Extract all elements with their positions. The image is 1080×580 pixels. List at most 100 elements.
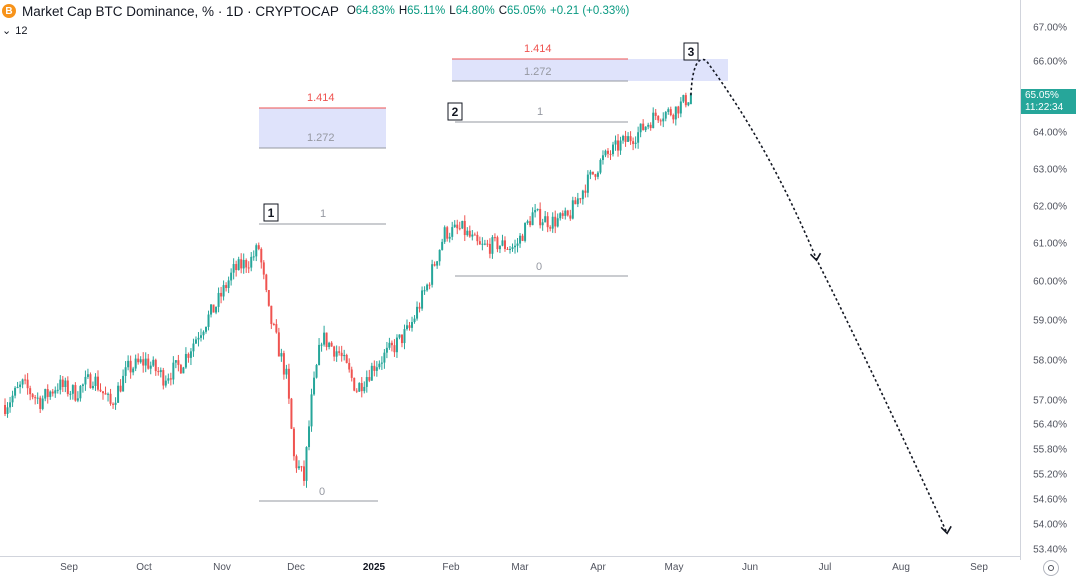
candle-body [24, 379, 27, 381]
projection-path[interactable] [690, 58, 948, 534]
wave-label-3-text: 3 [688, 45, 695, 59]
candle-body [679, 101, 682, 114]
candle-body [290, 398, 293, 429]
candle-body [220, 292, 223, 297]
candle-body [524, 222, 527, 241]
candle-body [215, 306, 218, 313]
candle-body [576, 198, 579, 205]
wave-label-2-text: 2 [452, 105, 459, 119]
candle-body [275, 324, 278, 333]
candle-body [647, 124, 650, 127]
indicator-count: 12 [15, 24, 28, 37]
candle-body [526, 221, 529, 223]
candle-body [689, 93, 692, 105]
chart-header: B Market Cap BTC Dominance, % · 1D · CRY… [0, 0, 629, 22]
symbol-title[interactable]: Market Cap BTC Dominance, % · 1D · CRYPT… [22, 3, 339, 19]
candle-body [491, 237, 494, 254]
price-axis[interactable]: 67.00%66.00%65.00%64.00%63.00%62.00%61.0… [1020, 0, 1080, 560]
candle-body [315, 365, 318, 378]
candle-body [144, 358, 147, 366]
candle-body [400, 334, 403, 344]
candle-body [634, 142, 637, 144]
candle-body [405, 325, 408, 330]
candle-body [546, 216, 549, 228]
candle-body [549, 227, 552, 229]
candle-body [514, 245, 517, 248]
candle-body [81, 384, 84, 387]
candle-body [154, 359, 157, 372]
candle-body [323, 332, 326, 345]
candle-body [49, 391, 52, 397]
candle-body [51, 391, 54, 394]
wave-label-1[interactable]: 1 [263, 203, 279, 222]
candle-body [320, 344, 323, 346]
fib-extension-second[interactable]: 1.414 1.272 1 0 [452, 43, 728, 277]
candle-body [642, 123, 645, 131]
candle-body [199, 335, 202, 338]
candle-body [212, 304, 215, 313]
price-chart[interactable]: 1.414 1.272 1 0 1.414 1.272 1 0 1 2 [0, 0, 1020, 556]
wave-label-2[interactable]: 2 [447, 102, 463, 121]
price-tick-label: 67.00% [1033, 22, 1067, 34]
candle-body [564, 210, 567, 216]
candle-body [84, 376, 87, 385]
candle-body [205, 326, 208, 332]
candle-body [207, 314, 210, 327]
time-tick-label: Aug [892, 562, 910, 573]
wave-label-1-text: 1 [268, 206, 275, 220]
candle-body [476, 234, 479, 242]
candle-body [388, 342, 391, 348]
current-price-value: 65.05% [1025, 90, 1059, 101]
candle-body [360, 383, 363, 392]
candle-body [302, 466, 305, 481]
candle-body [139, 359, 142, 363]
indicators-toggle[interactable]: ⌄ 12 [2, 24, 28, 38]
candle-body [493, 237, 496, 239]
candle-body [335, 351, 338, 357]
fib-label-1-first: 1 [320, 208, 326, 220]
candle-body [488, 243, 491, 254]
time-tick-label: Nov [213, 562, 231, 573]
candle-body [446, 227, 449, 239]
settings-gear-icon[interactable] [1043, 560, 1059, 576]
candle-body [368, 377, 371, 381]
candle-body [619, 140, 622, 151]
candle-body [662, 118, 665, 122]
candle-body [378, 363, 381, 368]
time-tick-label: Apr [590, 562, 606, 573]
candle-body [509, 248, 511, 250]
candle-body [677, 106, 680, 114]
time-tick-label: 2025 [362, 562, 386, 573]
fib-label-1414-second: 1.414 [524, 43, 552, 55]
candle-body [287, 368, 290, 399]
time-axis[interactable]: Sep Oct Nov Dec 2025 Feb Mar Apr May Jun Jul Aug Sep [0, 556, 1020, 580]
candle-body [591, 171, 594, 175]
time-tick-label: Feb [442, 562, 460, 573]
wave-label-3[interactable]: 3 [683, 42, 699, 61]
candle-body [260, 248, 263, 263]
candle-body [581, 190, 584, 200]
candle-body [41, 398, 44, 409]
candle-body [536, 208, 539, 211]
candle-body [16, 386, 19, 388]
candle-body [390, 342, 393, 346]
ohlc-change: +0.21 (+0.33%) [550, 5, 630, 17]
candle-body [612, 144, 615, 155]
ohlc-close: C65.05% [498, 5, 547, 17]
candle-body [556, 218, 559, 227]
candle-body [137, 358, 140, 363]
candle-body [358, 383, 361, 392]
ohlc-values: O64.83% H65.11% L64.80% C65.05% +0.21 (+… [347, 5, 629, 17]
candle-body [627, 136, 630, 142]
candle-body [182, 367, 185, 374]
candle-body [348, 362, 351, 370]
candle-body [91, 385, 94, 389]
candle-body [19, 384, 22, 387]
candle-body [649, 124, 652, 129]
price-tick-label: 60.00% [1033, 276, 1067, 288]
price-tick-label: 66.00% [1033, 56, 1067, 68]
candle-body [599, 160, 602, 173]
fib-extension-first[interactable]: 1.414 1.272 1 0 [259, 92, 386, 502]
candle-body [551, 216, 554, 229]
candle-body [436, 261, 439, 266]
